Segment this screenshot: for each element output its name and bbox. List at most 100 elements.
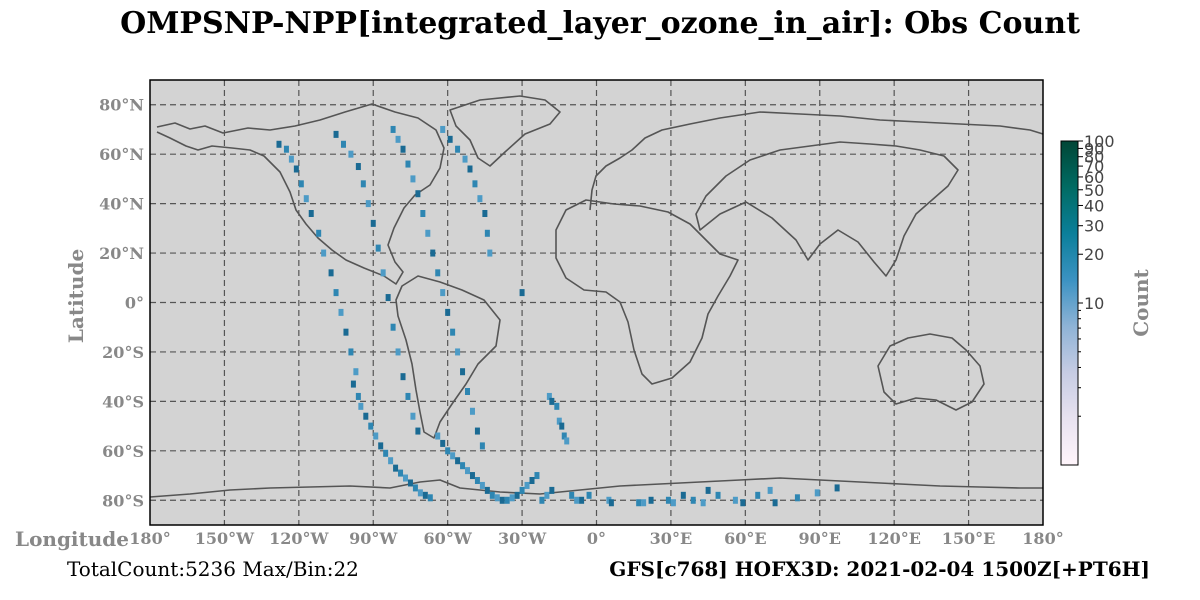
colorbar-tick-label: 30 (1084, 217, 1104, 236)
x-tick-label: 150°W (195, 529, 255, 548)
obs-bin (834, 484, 840, 492)
obs-bin (740, 499, 746, 507)
x-tick-labels: 180° 150°W 120°W 90°W 60°W 30°W 0° 30°E 60°E 90°E… (129, 529, 1063, 548)
map-frame (149, 79, 1044, 526)
colorbar-tick-label: 40 (1084, 196, 1104, 215)
x-tick-label: 30°W (498, 529, 547, 548)
obs-bin (767, 486, 773, 494)
obs-bin (340, 140, 346, 148)
obs-bin (415, 427, 421, 435)
obs-bin (333, 130, 339, 138)
obs-bin (549, 486, 555, 494)
obs-bin (402, 474, 408, 482)
x-tick-label: 0° (587, 529, 606, 548)
x-tick-label: 180° (1022, 529, 1063, 548)
colorbar-tick-label: 20 (1084, 245, 1104, 264)
obs-bin (430, 249, 436, 257)
coastline-south-america (395, 275, 501, 439)
obs-bin (460, 368, 466, 376)
obs-bin (460, 462, 466, 470)
gridlines (150, 80, 1043, 525)
obs-bin (474, 427, 480, 435)
obs-bin (546, 392, 552, 400)
x-tick-label: 180° (129, 529, 170, 548)
obs-bin (293, 165, 299, 173)
obs-bin (410, 175, 416, 183)
obs-bin (705, 486, 711, 494)
obs-bin (321, 249, 327, 257)
map-plot-area (149, 79, 1044, 526)
y-tick-label: 60°S (102, 442, 144, 461)
obs-bin (358, 402, 364, 410)
obs-bin (648, 496, 654, 504)
obs-bin (484, 486, 490, 494)
obs-bin (378, 442, 384, 450)
colorbar-tick-label: 80 (1084, 148, 1104, 167)
obs-bin (348, 150, 354, 158)
obs-bin (755, 491, 761, 499)
y-tick-label: 40°S (102, 392, 144, 411)
obs-bin (393, 464, 399, 472)
obs-bin (539, 496, 545, 504)
x-tick-label: 120°E (867, 529, 921, 548)
obs-bin (665, 496, 671, 504)
obs-bin (445, 447, 451, 455)
obs-bin (355, 163, 361, 171)
obs-bin (350, 380, 356, 388)
obs-bin (308, 210, 314, 217)
obs-bin (608, 499, 614, 507)
obs-count-bins (276, 125, 840, 507)
x-tick-label: 60°W (424, 529, 473, 548)
obs-bin (450, 452, 456, 460)
chart-title: OMPSNP-NPP[integrated_layer_ozone_in_air… (120, 6, 1080, 41)
x-tick-label: 90°E (799, 529, 841, 548)
obs-bin (814, 489, 820, 497)
obs-bin (482, 210, 488, 217)
obs-bin (544, 491, 550, 499)
obs-bin (303, 195, 309, 203)
obs-bin (407, 479, 413, 487)
obs-bin (556, 417, 562, 425)
coastline-antarctica (149, 477, 1043, 498)
obs-bin (415, 190, 421, 198)
obs-bin (469, 472, 475, 480)
obs-bin (343, 328, 349, 336)
x-axis-title: Longitude (15, 527, 129, 551)
obs-bin (670, 499, 676, 507)
obs-bin (472, 180, 478, 188)
obs-bin (509, 494, 515, 502)
obs-bin (549, 397, 555, 405)
obs-bin (385, 294, 391, 302)
obs-bin (447, 135, 453, 143)
obs-bin (561, 432, 567, 440)
obs-bin (559, 422, 565, 430)
obs-bin (514, 491, 520, 499)
obs-bin (504, 496, 510, 504)
obs-bin (420, 210, 426, 217)
obs-bin (455, 145, 461, 153)
obs-bin (467, 165, 473, 173)
obs-bin (479, 442, 485, 450)
obs-bin (365, 200, 371, 208)
obs-bin (494, 494, 500, 502)
obs-bin (390, 323, 396, 331)
obs-bin (375, 244, 381, 252)
obs-bin (794, 494, 800, 502)
obs-bin (435, 269, 441, 277)
obs-bin (479, 481, 485, 489)
coastline-greenland (449, 95, 561, 167)
obs-bin (524, 481, 530, 489)
footer-total-count: TotalCount:5236 Max/Bin:22 (67, 557, 359, 581)
obs-bin (288, 155, 294, 163)
obs-bin (519, 486, 525, 494)
colorbar-tick-label: 60 (1084, 168, 1104, 187)
colorbar-tick-label: 50 (1084, 181, 1104, 200)
x-tick-label: 150°E (942, 529, 996, 548)
obs-bin (732, 496, 738, 504)
obs-bin (388, 457, 394, 465)
coastline-australia (877, 333, 985, 411)
obs-bin (360, 180, 366, 188)
